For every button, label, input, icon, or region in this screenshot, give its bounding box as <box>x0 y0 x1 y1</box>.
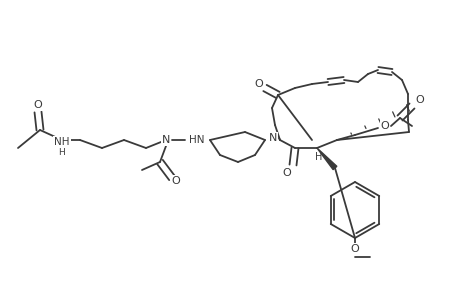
Text: O: O <box>282 168 291 178</box>
Text: N: N <box>268 133 277 143</box>
Text: O: O <box>171 176 180 186</box>
Text: NH: NH <box>54 137 70 147</box>
Text: N: N <box>162 135 170 145</box>
Text: O: O <box>34 100 42 110</box>
Text: HN: HN <box>189 135 204 145</box>
Text: H: H <box>58 148 65 157</box>
Text: O: O <box>350 244 358 254</box>
Text: H: H <box>314 152 322 162</box>
Polygon shape <box>316 148 336 170</box>
Text: O: O <box>380 121 388 131</box>
Text: O: O <box>415 95 424 105</box>
Text: O: O <box>254 79 263 89</box>
